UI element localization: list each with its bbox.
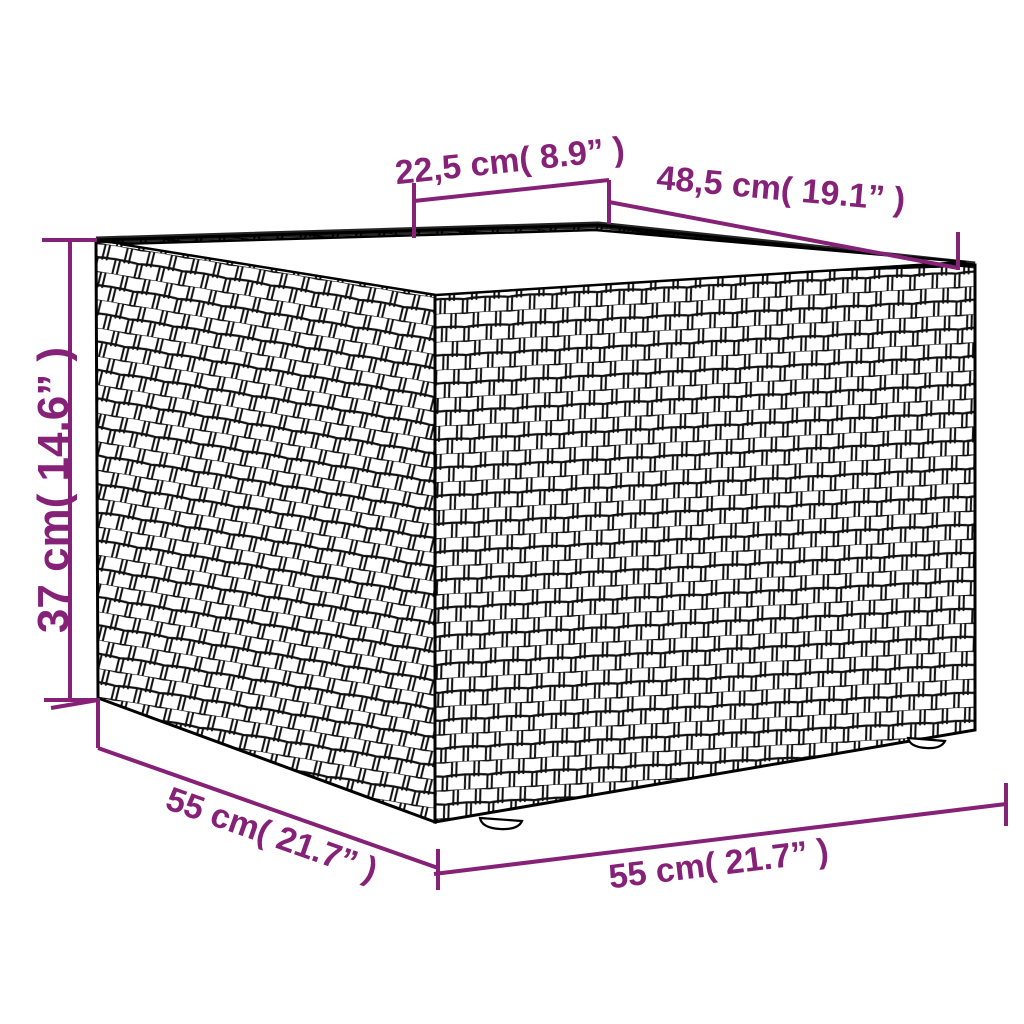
svg-text:37 cm( 14.6” ): 37 cm( 14.6” )	[29, 347, 78, 633]
